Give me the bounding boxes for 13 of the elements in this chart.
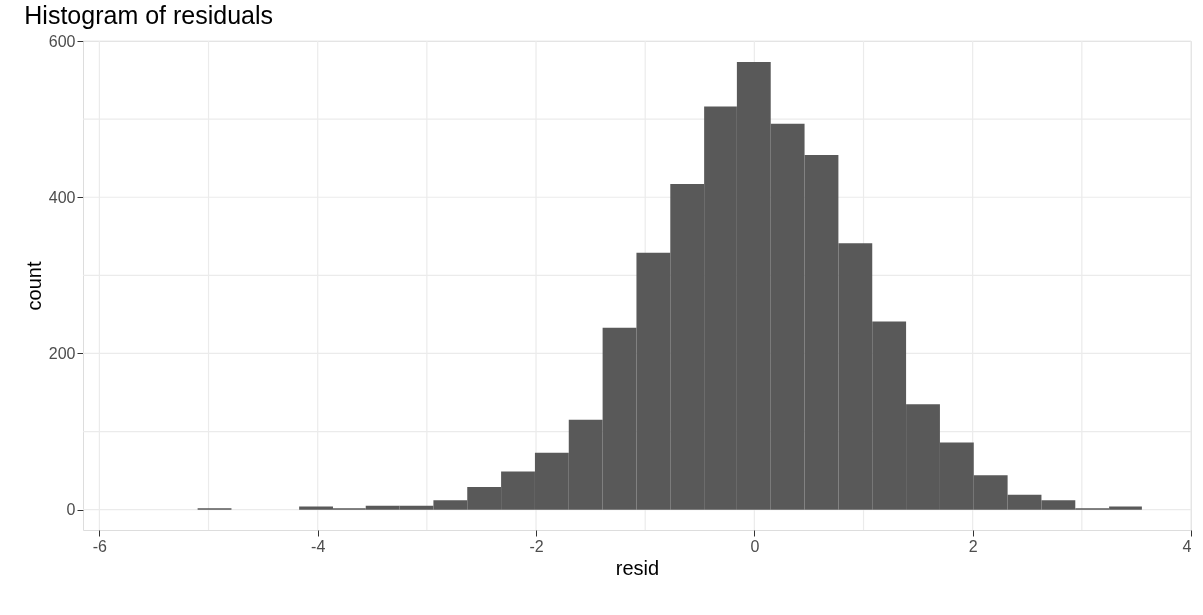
x-tick-label: -4: [311, 537, 326, 555]
x-tick-label: 2: [968, 537, 978, 555]
x-tick-label: 4: [1182, 537, 1192, 555]
x-tick-label: -2: [529, 537, 544, 555]
y-tick-label: 0: [66, 501, 76, 519]
y-tick-label: 400: [48, 188, 76, 206]
y-tick-label: 200: [48, 344, 76, 362]
x-tick-label: 0: [750, 537, 760, 555]
x-axis-title: resid: [615, 556, 660, 579]
x-tick-label: -6: [92, 537, 108, 555]
y-tick-label: 600: [48, 32, 76, 50]
y-axis-title: count: [22, 261, 45, 311]
chart-title: Histogram of residuals: [24, 1, 274, 29]
